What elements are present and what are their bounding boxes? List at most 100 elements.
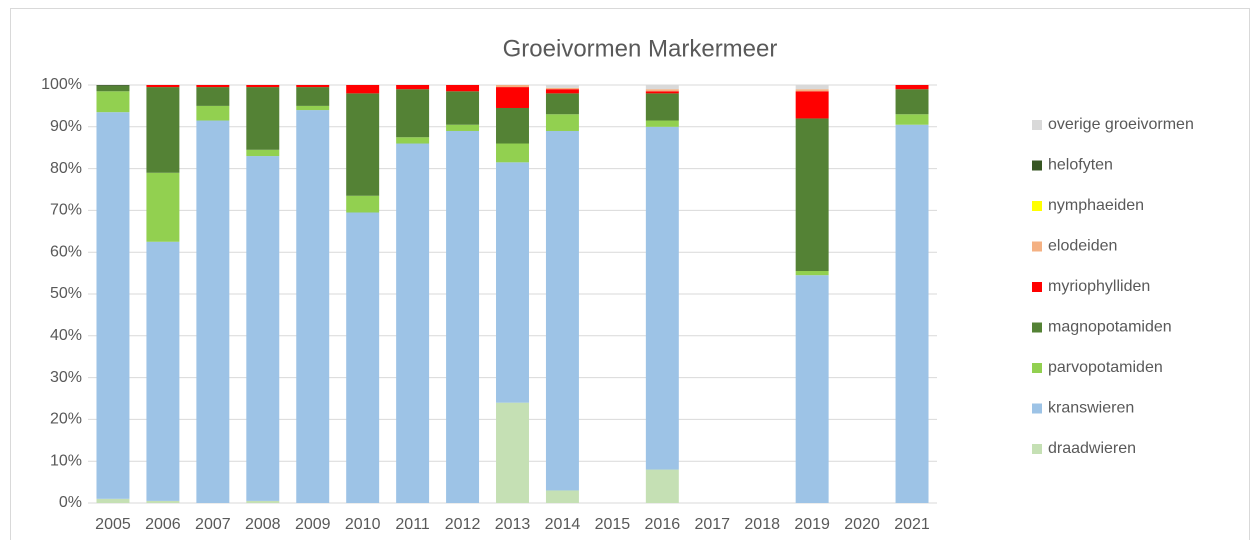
bar-segment xyxy=(645,91,679,94)
legend-label: myriophylliden xyxy=(1048,278,1150,295)
bar-segment xyxy=(895,114,929,125)
bar-segment xyxy=(146,500,180,503)
bar-segment xyxy=(645,85,679,90)
x-tick-label: 2017 xyxy=(694,516,730,533)
bar-segment xyxy=(545,93,579,115)
bar-segment xyxy=(96,91,130,113)
x-tick-label: 2014 xyxy=(545,516,581,533)
chart-title: Groeivormen Markermeer xyxy=(503,35,778,62)
legend-swatch xyxy=(1032,444,1042,454)
x-tick-label: 2019 xyxy=(794,516,830,533)
bar-segment xyxy=(346,93,380,196)
bar-segment xyxy=(795,275,829,503)
y-tick-label: 30% xyxy=(50,369,82,386)
bar-segment xyxy=(795,271,829,276)
y-tick-label: 100% xyxy=(41,76,82,93)
bar-segment xyxy=(196,120,230,503)
x-tick-label: 2015 xyxy=(595,516,631,533)
bar-segment xyxy=(146,241,180,501)
y-tick-label: 50% xyxy=(50,285,82,302)
bar-segment xyxy=(246,85,280,88)
x-tick-label: 2012 xyxy=(445,516,481,533)
bar-segment xyxy=(795,91,829,119)
bar-segment xyxy=(396,89,430,138)
bar-segment xyxy=(645,89,679,92)
bar-segment xyxy=(396,143,430,503)
bar-segment xyxy=(795,118,829,272)
x-tick-label: 2013 xyxy=(495,516,531,533)
bar-segment xyxy=(146,172,180,242)
bar-segment xyxy=(795,89,829,92)
x-tick-label: 2020 xyxy=(844,516,880,533)
y-tick-label: 90% xyxy=(50,118,82,135)
bar-segment xyxy=(396,85,430,90)
legend-label: parvopotamiden xyxy=(1048,359,1163,376)
legend-label: helofyten xyxy=(1048,157,1113,174)
bar-segment xyxy=(645,126,679,470)
bar-segment xyxy=(545,114,579,131)
bar-segment xyxy=(496,107,529,144)
x-tick-label: 2007 xyxy=(195,516,231,533)
bar-segment xyxy=(795,85,829,90)
bar-segment xyxy=(496,402,529,503)
bar-segment xyxy=(496,162,529,403)
x-tick-label: 2006 xyxy=(145,516,181,533)
bar-segment xyxy=(396,137,430,144)
bar-segment xyxy=(895,124,929,504)
legend-swatch xyxy=(1032,241,1042,252)
bar-segment xyxy=(545,490,579,503)
legend-swatch xyxy=(1032,282,1042,292)
bar-segment xyxy=(346,195,380,213)
x-tick-label: 2021 xyxy=(894,516,930,533)
legend-swatch xyxy=(1032,201,1042,211)
legend-swatch xyxy=(1032,322,1042,333)
legend-label: kranswieren xyxy=(1048,400,1134,417)
bar-segment xyxy=(895,85,929,90)
bar-segment xyxy=(146,87,180,173)
x-tick-label: 2009 xyxy=(295,516,331,533)
bar-segment xyxy=(196,85,230,88)
y-tick-label: 80% xyxy=(50,160,82,177)
y-tick-label: 10% xyxy=(50,452,82,469)
bar-segment xyxy=(446,130,480,504)
bar-segment xyxy=(296,110,330,503)
bar-segment xyxy=(645,93,679,121)
bar-segment xyxy=(545,130,579,491)
bar-segment xyxy=(446,91,480,125)
bar-segment xyxy=(296,105,330,111)
bar-segment xyxy=(346,85,380,94)
bar-segment xyxy=(146,85,180,88)
legend-swatch xyxy=(1032,363,1042,373)
x-tick-label: 2010 xyxy=(345,516,381,533)
chart-border xyxy=(10,8,1250,540)
bar-segment xyxy=(196,87,230,106)
bar-segment xyxy=(96,498,130,503)
y-tick-label: 0% xyxy=(59,494,82,511)
bar-segment xyxy=(446,124,480,131)
bar-segment xyxy=(496,85,529,88)
x-tick-label: 2008 xyxy=(245,516,281,533)
legend-swatch xyxy=(1032,160,1042,171)
bar-segment xyxy=(895,89,929,115)
bar-segment xyxy=(645,469,679,503)
bar-segment xyxy=(496,143,529,163)
bar-segment xyxy=(296,87,330,106)
x-tick-label: 2018 xyxy=(744,516,780,533)
x-tick-label: 2016 xyxy=(645,516,681,533)
bar-segment xyxy=(96,85,130,86)
bar-segment xyxy=(446,85,480,92)
bar-segment xyxy=(246,87,280,150)
bar-segment xyxy=(645,120,679,127)
legend-label: overige groeivormen xyxy=(1048,116,1194,133)
bar-segment xyxy=(96,112,130,499)
legend-label: magnopotamiden xyxy=(1048,319,1172,336)
x-tick-label: 2005 xyxy=(95,516,131,533)
y-tick-label: 40% xyxy=(50,327,82,344)
bar-segment xyxy=(496,87,529,108)
bar-segment xyxy=(246,149,280,157)
y-tick-label: 20% xyxy=(50,411,82,428)
bar-segment xyxy=(346,212,380,504)
bar-segment xyxy=(246,500,280,503)
y-tick-label: 70% xyxy=(50,202,82,219)
